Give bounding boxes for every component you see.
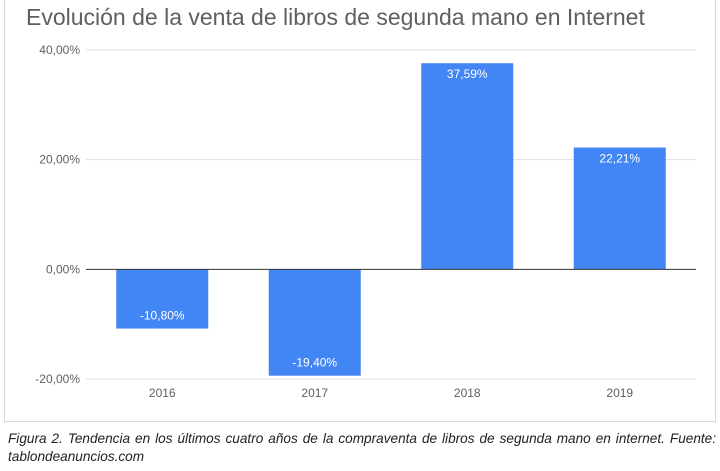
bar-2017 bbox=[268, 269, 361, 376]
data-label: 37,59% bbox=[447, 67, 488, 81]
x-tick-label: 2019 bbox=[606, 386, 633, 400]
data-label: -19,40% bbox=[292, 356, 337, 370]
y-tick-label: 20,00% bbox=[39, 153, 80, 167]
data-label: -10,80% bbox=[140, 309, 185, 323]
bar-2019 bbox=[573, 147, 666, 270]
x-tick-label: 2016 bbox=[149, 386, 176, 400]
x-tick-label: 2018 bbox=[454, 386, 481, 400]
bar-2018 bbox=[421, 63, 514, 270]
figure-caption: Figura 2. Tendencia en los últimos cuatr… bbox=[8, 431, 716, 464]
x-tick-label: 2017 bbox=[301, 386, 328, 400]
y-tick-label: 40,00% bbox=[39, 43, 80, 57]
chart-title: Evolución de la venta de libros de segun… bbox=[26, 4, 645, 30]
data-label: 22,21% bbox=[599, 152, 640, 166]
y-tick-label: -20,00% bbox=[35, 372, 80, 386]
bar-2016 bbox=[116, 269, 209, 329]
y-tick-label: 0,00% bbox=[46, 262, 80, 276]
